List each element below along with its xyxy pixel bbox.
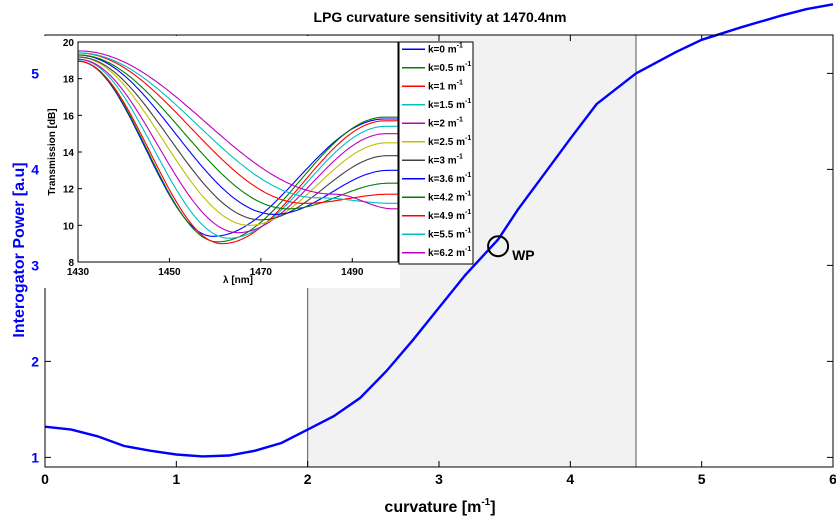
x-axis-label-sup: -1 [481, 497, 490, 508]
x-axis-label: curvature [m-1] [384, 497, 495, 516]
inset-legend-entry: k=3.6 m-1 [428, 172, 471, 185]
working-point-label: WP [512, 247, 535, 263]
inset-legend-entry: k=2.5 m-1 [428, 135, 471, 148]
inset-series-line [77, 54, 398, 215]
inset-plot: 1430 1450 1470 1490 8 10 12 14 16 18 20 λ [nm] Trans… [44, 36, 474, 288]
inset-legend-entry: k=1 m-1 [428, 79, 463, 92]
inset-y-tick-label: 16 [63, 111, 75, 122]
y-tick-label: 1 [31, 449, 39, 465]
legend-entry-sup: -1 [465, 190, 471, 197]
y-tick-label: 3 [31, 257, 39, 273]
x-tick-label: 2 [304, 471, 312, 487]
legend-entry-text: k=4.2 m [428, 192, 465, 203]
inset-series-line [78, 50, 398, 210]
legend-entry-sup: -1 [465, 135, 471, 142]
y-tick-label: 5 [31, 65, 39, 81]
inset-y-tick-label: 10 [63, 221, 75, 232]
legend-entry-sup: -1 [465, 209, 471, 216]
inset-legend-entry: k=2 m-1 [428, 116, 463, 129]
inset-legend-entry: k=0 m-1 [428, 42, 463, 55]
inset-y-tick-label: 18 [63, 75, 75, 86]
legend-entry-text: k=4.9 m [428, 211, 465, 222]
inset-legend-box [398, 41, 474, 265]
legend-entry-text: k=1 m [428, 81, 457, 92]
legend-entry-sup: -1 [457, 153, 463, 160]
legend-entry-sup: -1 [465, 227, 471, 234]
legend-entry-sup: -1 [457, 42, 463, 49]
legend-entry-sup: -1 [465, 61, 471, 68]
y-tick-label: 2 [31, 353, 39, 369]
inset-y-axis-label: Transmission [dB] [47, 108, 58, 195]
x-tick-label: 5 [698, 471, 706, 487]
inset-x-tick-label: 1490 [341, 267, 364, 278]
legend-entry-text: k=3 m [428, 155, 457, 166]
inset-legend-entry: k=4.9 m-1 [428, 209, 471, 222]
inset-series-line [78, 54, 398, 210]
curvature-power-line [44, 3, 834, 458]
legend-entry-text: k=1.5 m [428, 100, 465, 111]
inset-legend-entry: k=3 m-1 [428, 153, 463, 166]
x-axis-label-text: curvature [m [384, 499, 481, 516]
inset-plot-area [78, 42, 398, 262]
inset-x-tick-label: 1470 [250, 267, 273, 278]
inset-series-line [78, 56, 398, 221]
inset-series-line [78, 52, 398, 204]
inset-series-line [77, 60, 398, 245]
legend-entry-text: k=6.2 m [428, 248, 465, 259]
working-point-marker [487, 235, 510, 258]
inset-series-line [77, 58, 398, 234]
legend-entry-text: k=3.6 m [428, 174, 465, 185]
inset-y-tick-label: 14 [63, 148, 75, 159]
legend-entry-text: k=2.5 m [428, 137, 465, 148]
legend-entry-text: k=5.5 m [428, 229, 465, 240]
inset-series-line [77, 58, 398, 239]
inset-legend-entry: k=6.2 m-1 [428, 246, 471, 259]
x-tick-label: 1 [172, 471, 180, 487]
inset-y-tick-label: 12 [63, 185, 75, 196]
legend-entry-sup: -1 [457, 116, 463, 123]
x-tick-label: 6 [829, 471, 836, 487]
legend-entry-sup: -1 [465, 246, 471, 253]
inset-y-tick-label: 20 [63, 38, 75, 49]
inset-x-tick-label: 1450 [158, 267, 181, 278]
legend-entry-text: k=2 m [428, 118, 457, 129]
inset-series-line [77, 56, 398, 226]
legend-entry-sup: -1 [457, 79, 463, 86]
legend-entry-text: k=0 m [428, 44, 457, 55]
y-axis-label: Interogator Power [a.u] [11, 162, 28, 337]
legend-entry-sup: -1 [465, 98, 471, 105]
inset-legend-entry: k=1.5 m-1 [428, 98, 471, 111]
y-tick-label: 4 [31, 161, 39, 177]
legend-entry-text: k=0.5 m [428, 63, 465, 74]
inset-x-axis-label: λ [nm] [223, 275, 253, 286]
legend-entry-sup: -1 [465, 172, 471, 179]
inset-x-tick-label: 1430 [67, 267, 90, 278]
inset-y-tick-label: 8 [68, 258, 74, 269]
x-axis-label-end: ] [490, 499, 495, 516]
x-tick-label: 0 [41, 471, 49, 487]
inset-frame [77, 41, 399, 263]
inset-legend-entry: k=5.5 m-1 [428, 227, 471, 240]
x-tick-label: 3 [435, 471, 443, 487]
x-tick-label: 4 [566, 471, 574, 487]
chart-title: LPG curvature sensitivity at 1470.4nm [314, 9, 567, 25]
inset-legend-entry: k=0.5 m-1 [428, 61, 471, 74]
inset-legend-entry: k=4.2 m-1 [428, 190, 471, 203]
